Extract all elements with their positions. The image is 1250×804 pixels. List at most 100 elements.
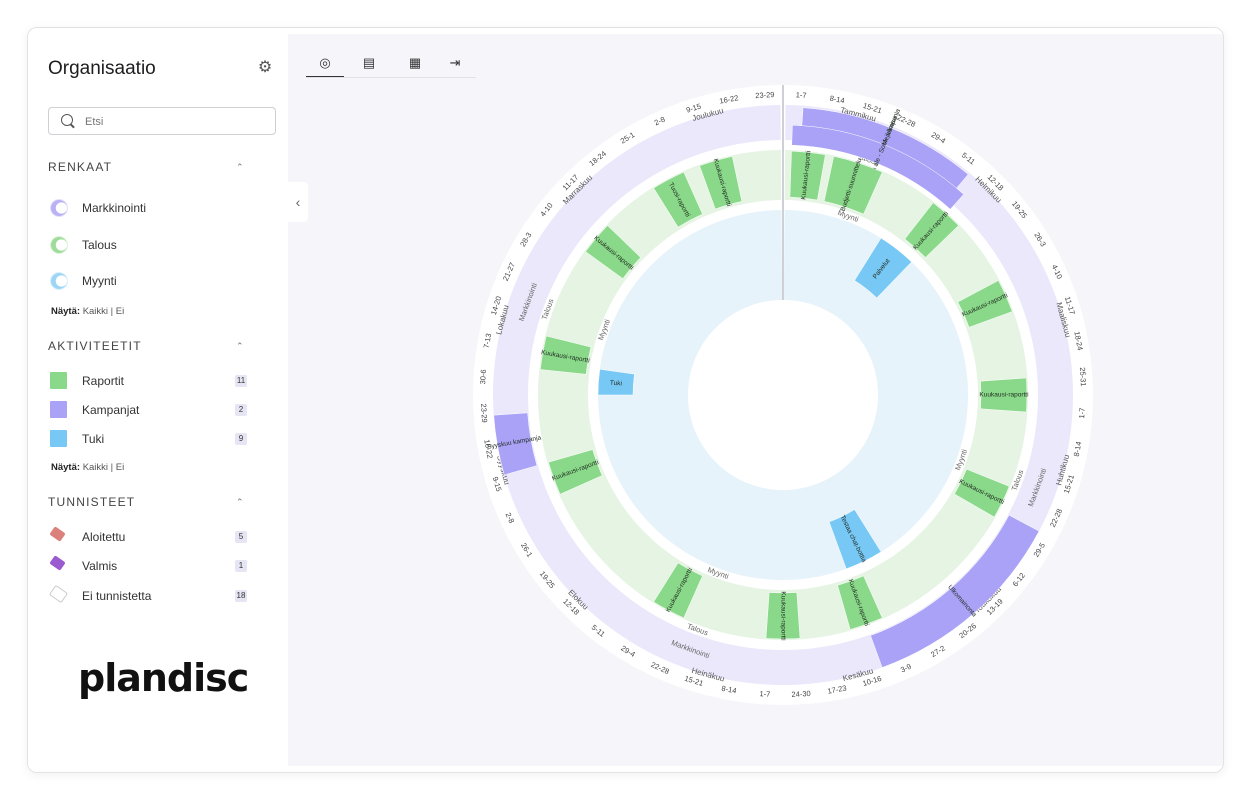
tag-count-badge: 5 (235, 531, 247, 543)
week-label: 16-22 (482, 439, 494, 459)
rings-show-filter: Näytä: Kaikki | Ei (51, 306, 124, 317)
organization-title: Organisaatio (48, 58, 156, 79)
week-label: 23-29 (755, 90, 775, 100)
show-all-link[interactable]: Kaikki (82, 462, 109, 473)
ring-color-icon (50, 236, 68, 254)
activity-label: Tuki (82, 432, 105, 446)
tag-icon (49, 526, 66, 542)
show-separator: | (110, 306, 114, 317)
event-block (904, 202, 959, 258)
week-label: 2-8 (653, 115, 667, 128)
week-label: 1-7 (1077, 407, 1087, 418)
activity-count-badge: 9 (235, 433, 247, 445)
sidebar: Organisaatio ⚙ RENKAAT ⌃ Markkinointi Ta… (28, 28, 288, 772)
week-label: 23-29 (479, 403, 489, 423)
list-view-icon[interactable]: ▤ (362, 55, 376, 70)
show-prefix: Näytä: (51, 462, 81, 473)
tag-outline-icon (48, 584, 69, 604)
week-label: 1-7 (795, 90, 806, 100)
week-label: 25-31 (1078, 367, 1088, 387)
week-label: 24-30 (791, 689, 811, 699)
event-block (980, 377, 1028, 413)
settings-gear-icon[interactable]: ⚙ (257, 59, 273, 76)
activity-color-swatch (50, 430, 67, 447)
event-block (765, 592, 801, 640)
event-block (699, 156, 743, 210)
event-block (870, 514, 1040, 668)
activity-label: Kampanjat (82, 403, 140, 417)
export-view-icon[interactable]: ⇥ (449, 55, 461, 70)
event-block (653, 171, 703, 228)
event-block (854, 237, 912, 299)
activity-label: Raportit (82, 374, 125, 388)
event-label: Tuki (610, 380, 623, 388)
wheel-center (688, 300, 878, 490)
tag-item-ei-tunnistetta[interactable]: Ei tunnistetta 18 (48, 584, 258, 606)
activity-color-swatch (50, 401, 67, 418)
event-block (823, 156, 883, 215)
plandisc-logo: plandisc (78, 656, 249, 700)
ring-label: Myynti (82, 274, 117, 288)
ring-label: Markkinointi (82, 201, 147, 215)
activity-item-raportit[interactable]: Raportit 11 (48, 371, 258, 391)
show-none-link[interactable]: Ei (115, 462, 125, 473)
week-label: 8-14 (829, 94, 845, 106)
week-label: 16-22 (719, 93, 739, 105)
ring-item-myynti[interactable]: Myynti (48, 271, 258, 291)
activities-show-filter: Näytä: Kaikki | Ei (51, 462, 124, 473)
activity-item-kampanjat[interactable]: Kampanjat 2 (48, 400, 258, 420)
week-label: 3-9 (899, 662, 913, 675)
activity-color-swatch (50, 372, 67, 389)
week-label: 30-6 (478, 369, 488, 385)
tag-item-aloitettu[interactable]: Aloitettu 5 (48, 526, 258, 547)
show-separator: | (110, 462, 114, 473)
week-label: 18-24 (1072, 331, 1084, 351)
ring-myynti (598, 210, 969, 580)
collapse-sidebar-chevron-left-icon[interactable]: ‹ (288, 182, 308, 222)
toolbar-divider (306, 77, 476, 78)
activities-heading: AKTIVITEETIT (48, 339, 142, 353)
tags-heading: TUNNISTEET (48, 495, 136, 509)
event-block (791, 124, 965, 210)
show-none-link[interactable]: Ei (115, 306, 125, 317)
event-block (597, 368, 635, 396)
year-wheel[interactable]: 1-7 8-1415-2122-2829-45-1112-1819-2526-34… (288, 34, 1223, 766)
activity-item-tuki[interactable]: Tuki 9 (48, 429, 258, 449)
event-label: Kuukausi-raportti (979, 392, 1028, 399)
search-icon (61, 114, 73, 126)
week-label: 2-8 (504, 511, 517, 525)
main-area: ‹ ◎ ▤ ▦ ⇥ 1-7 8-14 15-21 22-28 29-4 5-11 12-18… (288, 34, 1223, 766)
event-block (540, 335, 592, 375)
ring-item-markkinointi[interactable]: Markkinointi (48, 198, 258, 218)
calendar-view-icon[interactable]: ▦ (408, 55, 422, 70)
tag-item-valmis[interactable]: Valmis 1 (48, 555, 258, 576)
tag-icon (49, 555, 66, 571)
tag-label: Aloitettu (82, 530, 126, 544)
event-block (954, 468, 1010, 518)
tag-label: Valmis (82, 559, 118, 573)
event-block (957, 280, 1013, 328)
week-label: 8-14 (1072, 441, 1084, 457)
activity-count-badge: 11 (235, 375, 247, 387)
week-label: 9-15 (685, 102, 702, 115)
event-block (828, 509, 882, 570)
search-box[interactable] (48, 107, 276, 135)
activities-collapse-chevron-icon[interactable]: ⌃ (236, 341, 244, 351)
search-input[interactable] (83, 112, 267, 132)
rings-collapse-chevron-icon[interactable]: ⌃ (236, 162, 244, 172)
tag-count-badge: 18 (235, 590, 247, 602)
ring-color-icon (50, 199, 68, 217)
event-block (493, 412, 538, 476)
app-window: Organisaatio ⚙ RENKAAT ⌃ Markkinointi Ta… (27, 27, 1224, 773)
event-block (837, 575, 883, 630)
event-block (548, 449, 603, 495)
show-all-link[interactable]: Kaikki (82, 306, 109, 317)
ring-item-talous[interactable]: Talous (48, 235, 258, 255)
week-label: 7-13 (482, 333, 494, 349)
tags-collapse-chevron-icon[interactable]: ⌃ (236, 497, 244, 507)
event-block (789, 150, 826, 201)
week-label: 1-7 (759, 689, 770, 699)
week-label: 17-23 (827, 683, 847, 695)
ring-color-icon (50, 272, 68, 290)
week-label: 9-15 (491, 476, 504, 493)
